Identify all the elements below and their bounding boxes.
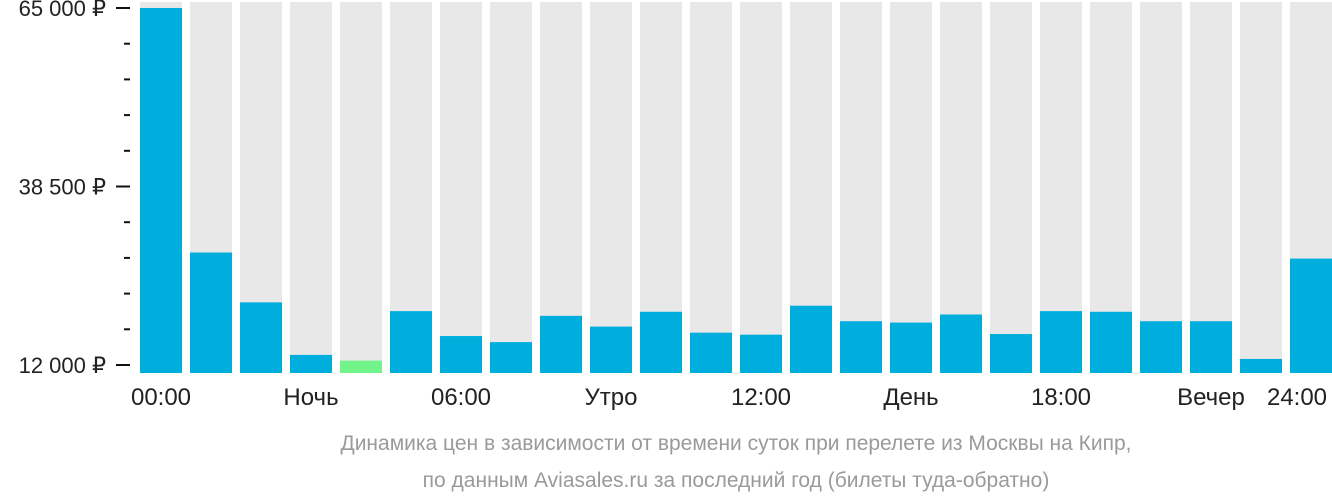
y-tick-label: 12 000 ₽ <box>19 353 106 378</box>
background-column <box>1090 2 1132 373</box>
bar-cheapest[interactable] <box>340 360 382 373</box>
x-tick-label: 06:00 <box>431 384 491 411</box>
bar[interactable] <box>990 334 1032 373</box>
background-columns <box>140 2 1332 373</box>
x-tick-label: 00:00 <box>131 384 191 411</box>
x-tick-label: 12:00 <box>731 384 791 411</box>
chart-subtitle: по данным Aviasales.ru за последний год … <box>422 469 1050 492</box>
x-tick-label: Ночь <box>283 384 338 411</box>
bar[interactable] <box>1090 311 1132 373</box>
background-column <box>1240 2 1282 373</box>
y-axis-labels: 65 000 ₽ 38 500 ₽ 12 000 ₽ <box>19 0 106 378</box>
bar[interactable] <box>490 342 532 373</box>
background-column <box>290 2 332 373</box>
background-column <box>890 2 932 373</box>
bar[interactable] <box>590 326 632 373</box>
background-column <box>990 2 1032 373</box>
bar[interactable] <box>1290 258 1332 373</box>
background-column <box>740 2 782 373</box>
background-column <box>640 2 682 373</box>
background-column <box>840 2 882 373</box>
y-tick-label: 38 500 ₽ <box>19 175 106 200</box>
background-column <box>590 2 632 373</box>
x-tick-label: Вечер <box>1177 384 1245 411</box>
bar[interactable] <box>790 305 832 373</box>
bar[interactable] <box>1190 321 1232 373</box>
price-by-hour-chart: 65 000 ₽ 38 500 ₽ 12 000 ₽ 00:00 Ночь 06:00 У… <box>19 0 1332 411</box>
bar[interactable] <box>240 302 282 373</box>
bar[interactable] <box>440 336 482 373</box>
background-column <box>440 2 482 373</box>
chart-title: Динамика цен в зависимости от времени су… <box>340 432 1132 455</box>
bar[interactable] <box>190 252 232 373</box>
bar[interactable] <box>840 321 882 373</box>
bar[interactable] <box>390 311 432 373</box>
bar[interactable] <box>1240 358 1282 373</box>
bar[interactable] <box>540 315 582 373</box>
bar[interactable] <box>290 354 332 373</box>
bar[interactable] <box>140 8 182 373</box>
background-column <box>340 2 382 373</box>
background-column <box>1140 2 1182 373</box>
background-column <box>690 2 732 373</box>
x-tick-label: 24:00 <box>1267 384 1327 411</box>
bar[interactable] <box>640 311 682 373</box>
background-column <box>540 2 582 373</box>
x-tick-label: Утро <box>585 384 638 411</box>
x-tick-label: 18:00 <box>1031 384 1091 411</box>
bar[interactable] <box>1040 311 1082 373</box>
x-axis-labels: 00:00 Ночь 06:00 Утро 12:00 День 18:00 Вечер 24:… <box>131 384 1327 411</box>
bar[interactable] <box>690 332 732 373</box>
bar[interactable] <box>740 334 782 373</box>
bar[interactable] <box>890 322 932 373</box>
bar[interactable] <box>940 314 982 373</box>
bar[interactable] <box>1140 321 1182 373</box>
background-column <box>1190 2 1232 373</box>
background-column <box>490 2 532 373</box>
y-axis <box>116 7 130 366</box>
background-column <box>940 2 982 373</box>
price-bars <box>140 8 1332 373</box>
x-tick-label: День <box>883 384 938 411</box>
y-tick-label: 65 000 ₽ <box>19 0 106 21</box>
